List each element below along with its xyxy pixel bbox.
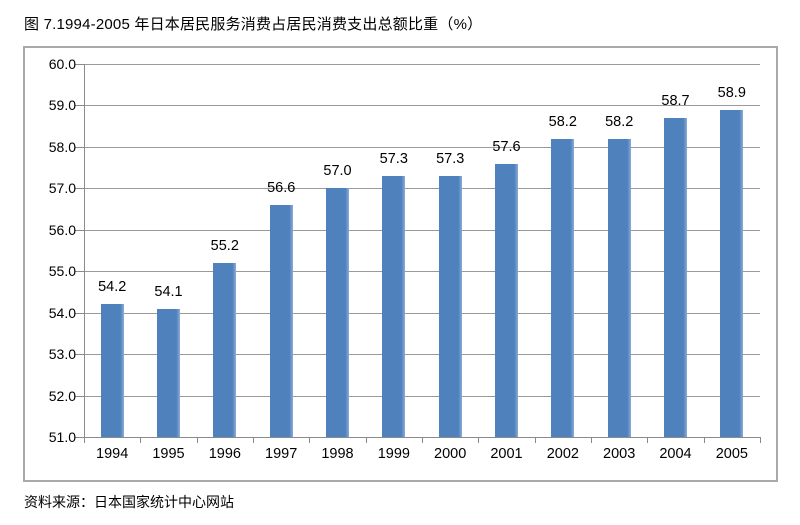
y-tick-label: 51.0: [48, 429, 76, 445]
source-note: 资料来源：日本国家统计中心网站: [24, 494, 234, 510]
bar-1998: [326, 188, 349, 437]
y-axis-tick: [75, 147, 84, 148]
bar-value-label: 57.3: [436, 150, 465, 167]
x-axis-tick: [647, 437, 649, 443]
y-tick-label: 59.0: [48, 97, 76, 113]
bar-1996: [213, 262, 237, 437]
x-axis-tick: [534, 437, 536, 443]
x-axis-tick: [253, 437, 254, 443]
y-axis-tick: [75, 64, 84, 65]
gridline: [84, 271, 760, 272]
y-tick-label: 56.0: [48, 222, 76, 238]
x-axis-tick: [140, 437, 142, 443]
x-axis-tick: [365, 437, 367, 443]
x-axis-tick: [84, 437, 85, 443]
bar-1997: [269, 204, 293, 437]
plot-area: 51.0 52.0 53.0 54.0 55.0 56.0 57.0 58.0 59.0 60.0…: [25, 48, 776, 480]
y-axis-line: [84, 64, 85, 437]
bar-1999: [382, 175, 406, 437]
bar-value-label: 57.6: [492, 138, 521, 155]
bar-1995: [157, 308, 180, 437]
y-axis-tick: [75, 230, 84, 231]
gridline: [84, 354, 760, 355]
y-axis-tick: [75, 354, 84, 355]
x-axis-tick: [591, 437, 592, 443]
x-tick-label: 1997: [265, 446, 298, 462]
bar-2002: [551, 138, 575, 437]
y-axis-tick: [75, 313, 84, 314]
bar-value-label: 57.3: [379, 150, 408, 167]
bar-value-label: 58.2: [548, 113, 577, 130]
x-tick-label: 2002: [546, 446, 579, 462]
bar-value-label: 58.9: [717, 84, 746, 101]
x-tick-label: 1994: [96, 446, 129, 462]
bar-value-label: 58.2: [605, 113, 634, 130]
y-axis-tick: [75, 105, 84, 106]
bar-value-label: 58.7: [661, 92, 690, 109]
x-tick-label: 2000: [434, 446, 467, 462]
y-axis-tick: [75, 188, 84, 189]
x-axis-tick: [196, 437, 198, 443]
bar-2001: [495, 163, 518, 437]
gridline: [84, 105, 760, 106]
bar-value-label: 57.0: [323, 163, 352, 180]
x-tick-label: 1996: [208, 446, 241, 462]
gridline: [84, 147, 760, 148]
bar-1994: [100, 304, 124, 437]
x-tick-label: 1999: [377, 446, 410, 462]
bar-chart-frame: 51.0 52.0 53.0 54.0 55.0 56.0 57.0 58.0 59.0 60.0…: [23, 46, 778, 482]
x-tick-label: 1995: [152, 446, 185, 462]
y-tick-label: 60.0: [48, 56, 76, 72]
gridline: [84, 188, 760, 189]
y-tick-label: 55.0: [48, 263, 76, 279]
y-axis-tick: [75, 437, 84, 438]
gridline: [84, 396, 760, 397]
x-axis-tick: [422, 437, 423, 443]
bar-2004: [664, 117, 687, 437]
y-tick-label: 54.0: [48, 305, 76, 321]
y-axis-tick: [75, 396, 84, 397]
gridline: [84, 64, 760, 65]
x-tick-label: 2005: [715, 446, 748, 462]
x-axis-line: [84, 437, 760, 438]
y-tick-label: 58.0: [48, 139, 76, 155]
y-tick-label: 52.0: [48, 388, 76, 404]
x-axis-tick: [478, 437, 480, 443]
gridline: [84, 313, 760, 314]
bar-2005: [720, 109, 744, 437]
x-axis-tick: [309, 437, 311, 443]
x-tick-label: 2004: [659, 446, 692, 462]
x-tick-label: 2001: [490, 446, 523, 462]
y-tick-label: 57.0: [48, 180, 76, 196]
x-tick-label: 1998: [321, 446, 354, 462]
bar-value-label: 55.2: [210, 237, 239, 254]
y-axis-tick: [75, 271, 84, 272]
x-axis-tick: [703, 437, 705, 443]
bar-value-label: 54.2: [98, 279, 127, 296]
bar-value-label: 54.1: [154, 283, 183, 300]
chart-title: 图 7.1994-2005 年日本居民服务消费占居民消费支出总额比重（%）: [24, 16, 483, 33]
x-axis-tick: [760, 437, 761, 443]
y-tick-label: 53.0: [48, 346, 76, 362]
bar-2000: [438, 175, 462, 437]
x-tick-label: 2003: [603, 446, 636, 462]
bar-value-label: 56.6: [267, 179, 296, 196]
gridline: [84, 230, 760, 231]
bar-2003: [607, 138, 631, 437]
